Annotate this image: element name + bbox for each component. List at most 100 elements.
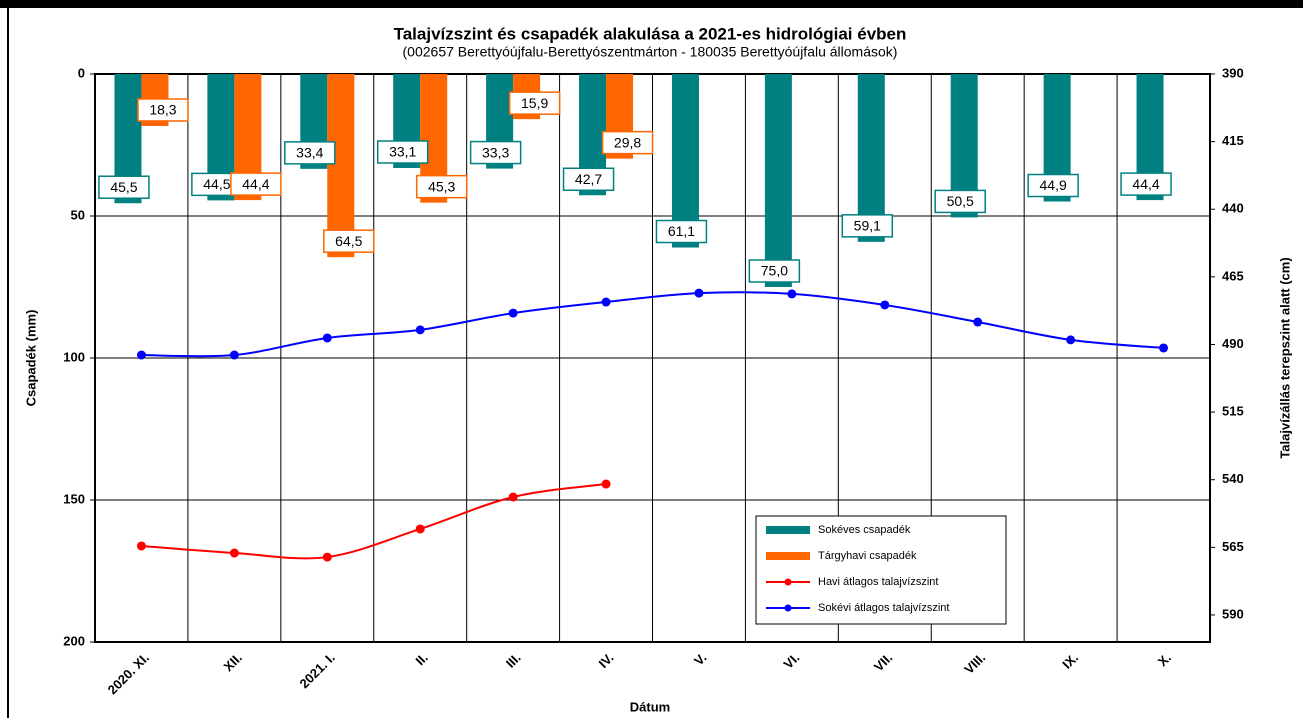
y2-tick-label: 565 bbox=[1222, 539, 1244, 554]
y2-tick-label: 415 bbox=[1222, 133, 1244, 148]
point bbox=[415, 325, 425, 335]
x-tick-label: X. bbox=[1155, 650, 1174, 669]
data-label-box bbox=[748, 259, 801, 283]
data-label: 44,5 bbox=[203, 176, 230, 192]
bar bbox=[857, 74, 885, 242]
plot-frame bbox=[94, 73, 1211, 643]
y2-tick-label: 440 bbox=[1222, 201, 1244, 216]
point bbox=[1066, 335, 1076, 345]
data-label: 75,0 bbox=[761, 263, 788, 279]
y2-tick-label: 390 bbox=[1222, 65, 1244, 80]
data-label: 33,4 bbox=[296, 145, 323, 161]
data-label-box bbox=[230, 172, 282, 196]
legend-swatch bbox=[766, 526, 810, 534]
data-label-box bbox=[284, 141, 336, 165]
data-label-box bbox=[415, 174, 468, 199]
data-label: 44,4 bbox=[1132, 176, 1159, 192]
data-label: 18,3 bbox=[149, 102, 176, 118]
x-tick-label: IX. bbox=[1059, 650, 1081, 672]
y2-tick-label: 590 bbox=[1222, 606, 1244, 621]
data-label-box bbox=[562, 167, 615, 192]
chart-title: Talajvízszint és csapadék alakulása a 20… bbox=[394, 24, 907, 43]
y-tick-label: 100 bbox=[63, 349, 85, 364]
data-label: 45,5 bbox=[110, 179, 137, 195]
point bbox=[136, 350, 146, 360]
legend-marker bbox=[784, 604, 792, 612]
data-label: 15,9 bbox=[521, 95, 548, 111]
bar bbox=[764, 74, 792, 287]
y2-tick-label: 465 bbox=[1222, 268, 1244, 283]
line bbox=[141, 291, 1164, 358]
y-tick-label: 0 bbox=[78, 65, 85, 80]
data-label: 29,8 bbox=[614, 134, 641, 150]
y2-axis-title: Talajvízállás terepszint alatt (cm) bbox=[1277, 257, 1292, 458]
data-label-box bbox=[601, 130, 654, 155]
bar bbox=[671, 74, 699, 248]
x-tick-label: XII. bbox=[221, 650, 245, 674]
legend-label: Sokévi átlagos talajvízszint bbox=[818, 602, 949, 614]
data-label: 64,5 bbox=[335, 233, 362, 249]
x-tick-label: IV. bbox=[596, 650, 617, 671]
y-tick-label: 150 bbox=[63, 491, 85, 506]
x-tick-label: 2021. I. bbox=[297, 650, 338, 691]
point bbox=[229, 548, 239, 558]
x-tick-label: VI. bbox=[781, 650, 803, 672]
data-label-box bbox=[655, 219, 708, 244]
y2-tick-label: 540 bbox=[1222, 471, 1244, 486]
bar bbox=[327, 74, 355, 258]
chart-subtitle: (002657 Berettyóújfalu-Berettyószentmárt… bbox=[403, 44, 898, 60]
point bbox=[415, 524, 425, 534]
top-band bbox=[0, 0, 1303, 8]
legend-label: Tárgyhavi csapadék bbox=[818, 550, 917, 562]
x-tick-label: V. bbox=[691, 650, 709, 668]
y2-tick-label: 490 bbox=[1222, 336, 1244, 351]
data-label-box bbox=[1027, 173, 1079, 198]
data-label-box bbox=[323, 229, 375, 253]
point bbox=[601, 297, 611, 307]
data-label-box bbox=[1120, 172, 1172, 196]
point bbox=[322, 333, 332, 343]
data-label-box bbox=[376, 140, 429, 164]
data-label-box bbox=[841, 214, 894, 238]
x-tick-label: III. bbox=[503, 650, 524, 671]
point bbox=[694, 288, 704, 298]
data-label: 44,9 bbox=[1040, 177, 1067, 193]
point bbox=[136, 541, 146, 551]
data-label-box bbox=[508, 91, 561, 115]
point bbox=[508, 308, 518, 318]
y-tick-label: 200 bbox=[63, 633, 85, 648]
data-label-box bbox=[137, 98, 189, 122]
point bbox=[880, 300, 890, 310]
x-tick-label: VII. bbox=[871, 650, 895, 674]
data-label: 42,7 bbox=[575, 171, 602, 187]
data-label: 33,1 bbox=[389, 144, 416, 160]
data-label: 33,3 bbox=[482, 144, 509, 160]
line bbox=[141, 483, 607, 560]
legend-swatch bbox=[766, 552, 810, 560]
data-label-box bbox=[934, 189, 986, 214]
data-label: 50,5 bbox=[947, 193, 974, 209]
legend-label: Sokéves csapadék bbox=[818, 524, 911, 536]
point bbox=[601, 479, 611, 489]
y-tick-label: 50 bbox=[71, 207, 85, 222]
data-label: 59,1 bbox=[854, 218, 881, 234]
data-label: 61,1 bbox=[668, 223, 695, 239]
legend-marker bbox=[784, 578, 792, 586]
data-label: 44,4 bbox=[242, 176, 269, 192]
point bbox=[787, 289, 797, 299]
point bbox=[973, 317, 983, 327]
data-label-box bbox=[98, 175, 150, 199]
data-label: 45,3 bbox=[428, 178, 455, 194]
point bbox=[322, 552, 332, 562]
point bbox=[229, 350, 239, 360]
point bbox=[508, 492, 518, 502]
y2-tick-label: 515 bbox=[1222, 404, 1244, 419]
legend-label: Havi átlagos talajvízszint bbox=[818, 576, 938, 588]
y-axis-title: Csapadék (mm) bbox=[23, 310, 38, 407]
x-tick-label: II. bbox=[412, 650, 430, 668]
point bbox=[1159, 343, 1169, 353]
x-axis-title: Dátum bbox=[630, 699, 670, 714]
data-label-box bbox=[469, 140, 522, 165]
x-tick-label: 2020. XI. bbox=[105, 650, 152, 697]
